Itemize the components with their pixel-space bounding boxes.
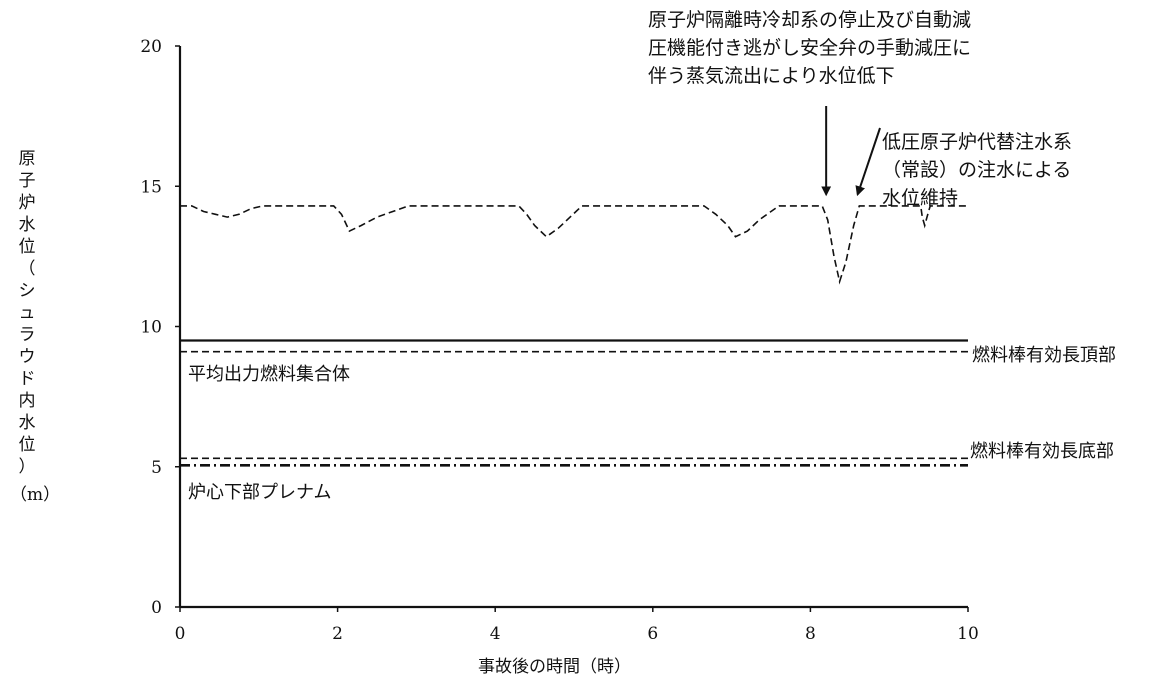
x-tick-label: 4 — [490, 624, 501, 644]
label-lower-plenum: 炉心下部プレナム — [188, 482, 332, 503]
y-axis-label-char: （ — [18, 259, 36, 279]
annotation-line: 伴う蒸気流出により水位低下 — [648, 65, 895, 87]
x-tick-label: 2 — [332, 624, 343, 644]
y-axis-label-char: ウ — [18, 347, 36, 367]
y-tick-label: 0 — [151, 598, 162, 618]
y-tick-label: 15 — [140, 177, 162, 197]
x-tick-label: 10 — [957, 624, 979, 644]
annotation-arrows — [821, 106, 881, 197]
ticks: 0 5 10 15 20 0 2 4 6 8 10 — [140, 37, 978, 644]
annotation-depressurization: 原子炉隔離時冷却系の停止及び自動減 圧機能付き逃がし安全弁の手動減圧に 伴う蒸気… — [648, 6, 971, 90]
x-axis-label: 事故後の時間（時） — [478, 657, 631, 677]
y-axis-label-char: 子 — [18, 171, 36, 191]
y-axis-label-char: ラ — [18, 325, 36, 345]
y-axis-label-char: 原 — [18, 149, 36, 169]
y-axis-label-char: 水 — [18, 413, 36, 433]
annotation-line: 圧機能付き逃がし安全弁の手動減圧に — [648, 37, 972, 59]
y-axis-label-char: 水 — [18, 215, 36, 235]
annotation-line: 原子炉隔離時冷却系の停止及び自動減 — [648, 9, 972, 31]
label-top-of-active-fuel: 燃料棒有効長頂部 — [972, 345, 1116, 366]
y-axis-label: 原子炉水位（シュラウド内水位） — [16, 148, 38, 478]
annotation-line: 水位維持 — [882, 187, 959, 209]
y-tick-label: 5 — [151, 458, 162, 478]
series — [180, 205, 968, 467]
annotation-arrow — [855, 127, 881, 197]
x-tick-label: 8 — [805, 624, 816, 644]
y-axis-label-char: 位 — [18, 237, 36, 257]
x-tick-label: 0 — [175, 624, 186, 644]
y-axis-label-char: 内 — [18, 391, 36, 411]
annotation-line: 低圧原子炉代替注水系 — [882, 131, 1073, 153]
y-axis-label-char: 炉 — [18, 193, 36, 213]
water-level-series — [180, 205, 968, 285]
annotation-line: （常設）の注水による — [882, 159, 1072, 181]
y-tick-label: 10 — [140, 318, 162, 338]
axes — [178, 46, 968, 609]
x-tick-label: 6 — [647, 624, 658, 644]
label-avg-power-assembly: 平均出力燃料集合体 — [188, 364, 350, 385]
y-axis-label-char: 位 — [18, 435, 36, 455]
y-tick-label: 20 — [140, 37, 162, 57]
y-axis-label-char: ） — [18, 457, 36, 477]
y-axis-label-char: ド — [18, 369, 36, 389]
label-bottom-of-active-fuel: 燃料棒有効長底部 — [970, 441, 1114, 462]
y-axis-unit: （m） — [10, 485, 61, 505]
y-axis-label-char: ュ — [18, 303, 36, 323]
annotation-injection: 低圧原子炉代替注水系 （常設）の注水による 水位維持 — [882, 128, 1072, 212]
y-axis-label-char: シ — [18, 281, 36, 301]
